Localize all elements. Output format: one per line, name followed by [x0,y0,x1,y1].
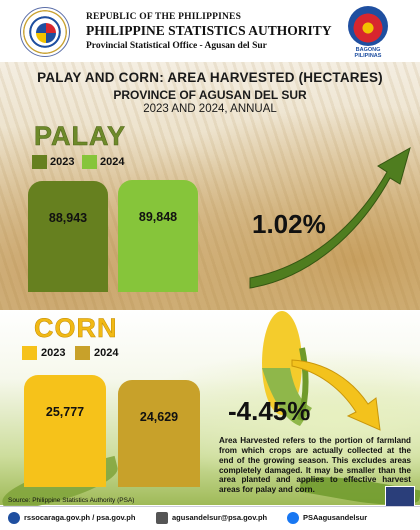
footer-facebook[interactable]: PSAagusandelsur [303,513,368,522]
period-title: 2023 AND 2024, ANNUAL [143,103,277,115]
main-title: PALAY AND CORN: AREA HARVESTED (HECTARES… [37,70,383,85]
facebook-icon [287,512,299,524]
up-arrow-icon [249,146,411,289]
header-agency: PHILIPPINE STATISTICS AUTHORITY [86,23,332,38]
header-republic: REPUBLIC OF THE PHILIPPINES [86,12,242,22]
corn-legend-2024-swatch [75,346,90,360]
down-arrow-icon [291,359,381,431]
corn-legend-2023-label: 2023 [41,347,66,359]
definition-note: Area Harvested refers to the portion of … [219,436,411,495]
globe-icon [8,512,20,524]
palay-change: 1.02% [252,209,326,239]
psa-seal-icon [20,7,70,57]
corn-change: -4.45% [228,396,311,426]
email-icon [156,512,168,524]
corn-value-label-2024: 24,629 [139,410,179,424]
bagong-pilipinas-icon [348,6,388,46]
corn-bar-2023 [24,375,106,487]
header-text: REPUBLIC OF THE PHILIPPINES PHILIPPINE S… [86,12,332,51]
palay-label: PALAY [34,121,127,152]
palay-legend-2023-swatch [32,155,47,169]
palay-legend-2024-swatch [82,155,97,169]
corn-value-label-2023: 25,777 [45,405,85,419]
palay-bar-2023 [28,181,108,292]
corn-cob-image [262,311,312,426]
corn-bar-2024 [118,380,200,487]
source-note: Source: Philippine Statistics Authority … [8,497,135,504]
footer-email[interactable]: agusandelsur@psa.gov.ph [172,513,268,522]
palay-legend-2024-label: 2024 [100,156,125,168]
corn-label: CORN [34,313,118,344]
province-title: PROVINCE OF AGUSAN DEL SUR [113,88,307,102]
header-office: Provincial Statistical Office - Agusan d… [86,41,267,51]
bagong-pilipinas-logo: BAGONG PILIPINAS [342,6,394,59]
palay-value-label-2023: 88,943 [48,211,88,225]
bagong-pilipinas-caption: BAGONG PILIPINAS [354,47,382,59]
corn-legend-2023-swatch [22,346,37,360]
footer-website[interactable]: rssocaraga.gov.ph / psa.gov.ph [24,513,136,522]
header: REPUBLIC OF THE PHILIPPINES PHILIPPINE S… [0,0,420,62]
palay-legend-2023-label: 2023 [50,156,75,168]
palay-value-label-2024: 89,848 [138,210,178,224]
corn-legend-2024-label: 2024 [94,347,119,359]
footer: rssocaraga.gov.ph / psa.gov.ph agusandel… [0,506,420,530]
palay-bar-2024 [118,180,198,292]
